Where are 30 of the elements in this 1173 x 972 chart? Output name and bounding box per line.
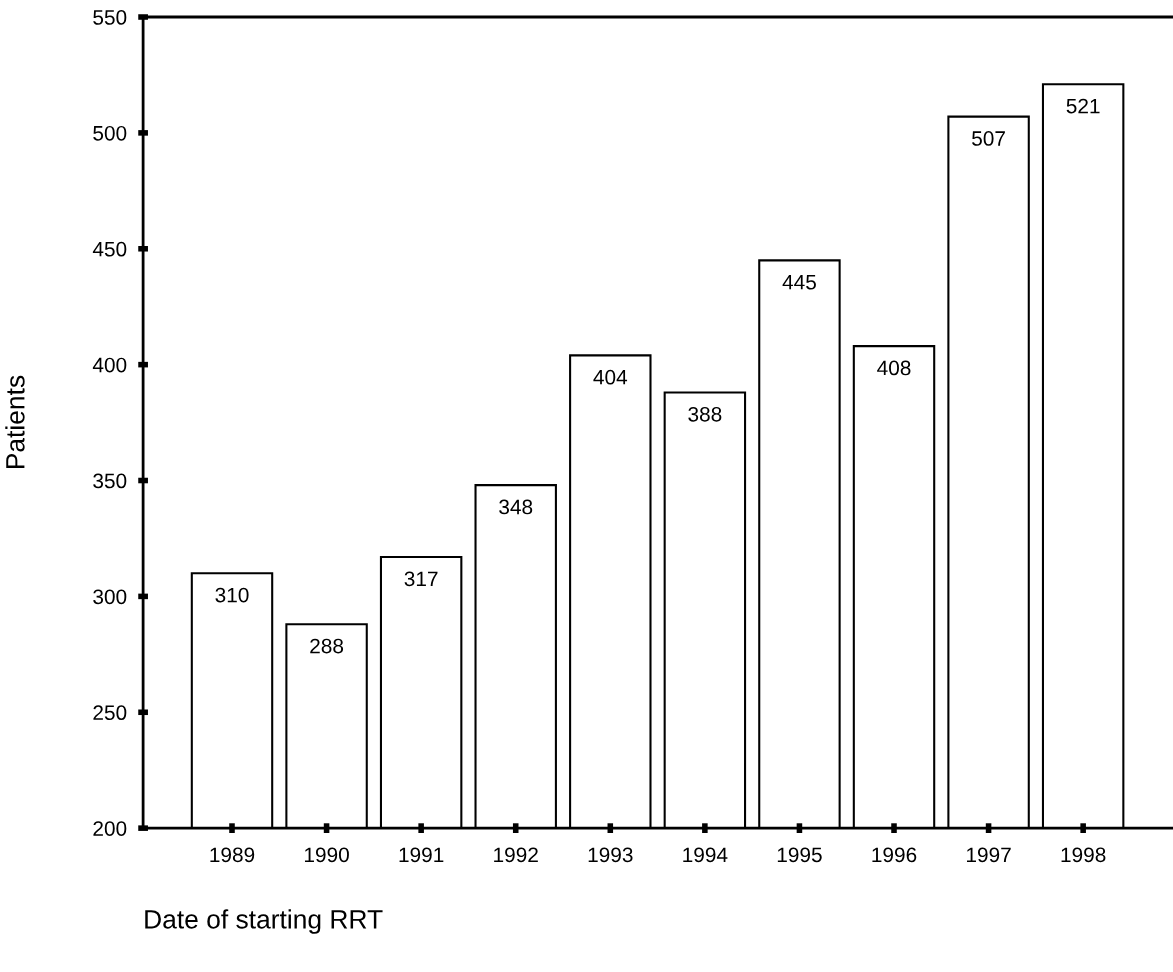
data-label: 404 (593, 369, 628, 385)
x-tick-label: 1993 (588, 847, 633, 863)
x-tick-label: 1998 (1061, 847, 1106, 863)
data-label: 317 (404, 571, 438, 587)
x-tick-label: 1990 (304, 847, 349, 863)
data-label: 521 (1066, 98, 1100, 114)
y-tick-label: 350 (93, 473, 127, 489)
x-tick-label: 1997 (967, 847, 1011, 863)
y-tick-label: 550 (93, 10, 127, 25)
y-tick-label: 450 (92, 241, 127, 257)
data-label: 288 (310, 638, 344, 654)
y-tick-label: 400 (92, 357, 127, 373)
x-tick-label: 1991 (399, 847, 444, 863)
y-tick-label: 300 (93, 589, 127, 605)
data-label: 408 (877, 360, 911, 376)
y-tick-label: 200 (93, 821, 127, 836)
data-label: 348 (499, 499, 533, 515)
y-tick-label: 250 (93, 705, 127, 721)
data-label: 507 (972, 131, 1005, 146)
x-tick-label: 1996 (872, 847, 917, 863)
y-tick-label: 500 (93, 125, 127, 141)
x-tick-label: 1992 (494, 847, 538, 863)
data-label: 445 (782, 275, 816, 290)
x-tick-label: 1994 (683, 847, 728, 863)
x-axis-title: Date of starting RRT (145, 909, 383, 934)
y-axis-title: Patients (5, 375, 25, 469)
x-tick-label: 1989 (210, 847, 255, 863)
data-label: 388 (688, 406, 722, 422)
data-label: 310 (215, 587, 249, 603)
x-tick-label: 1995 (777, 847, 822, 863)
